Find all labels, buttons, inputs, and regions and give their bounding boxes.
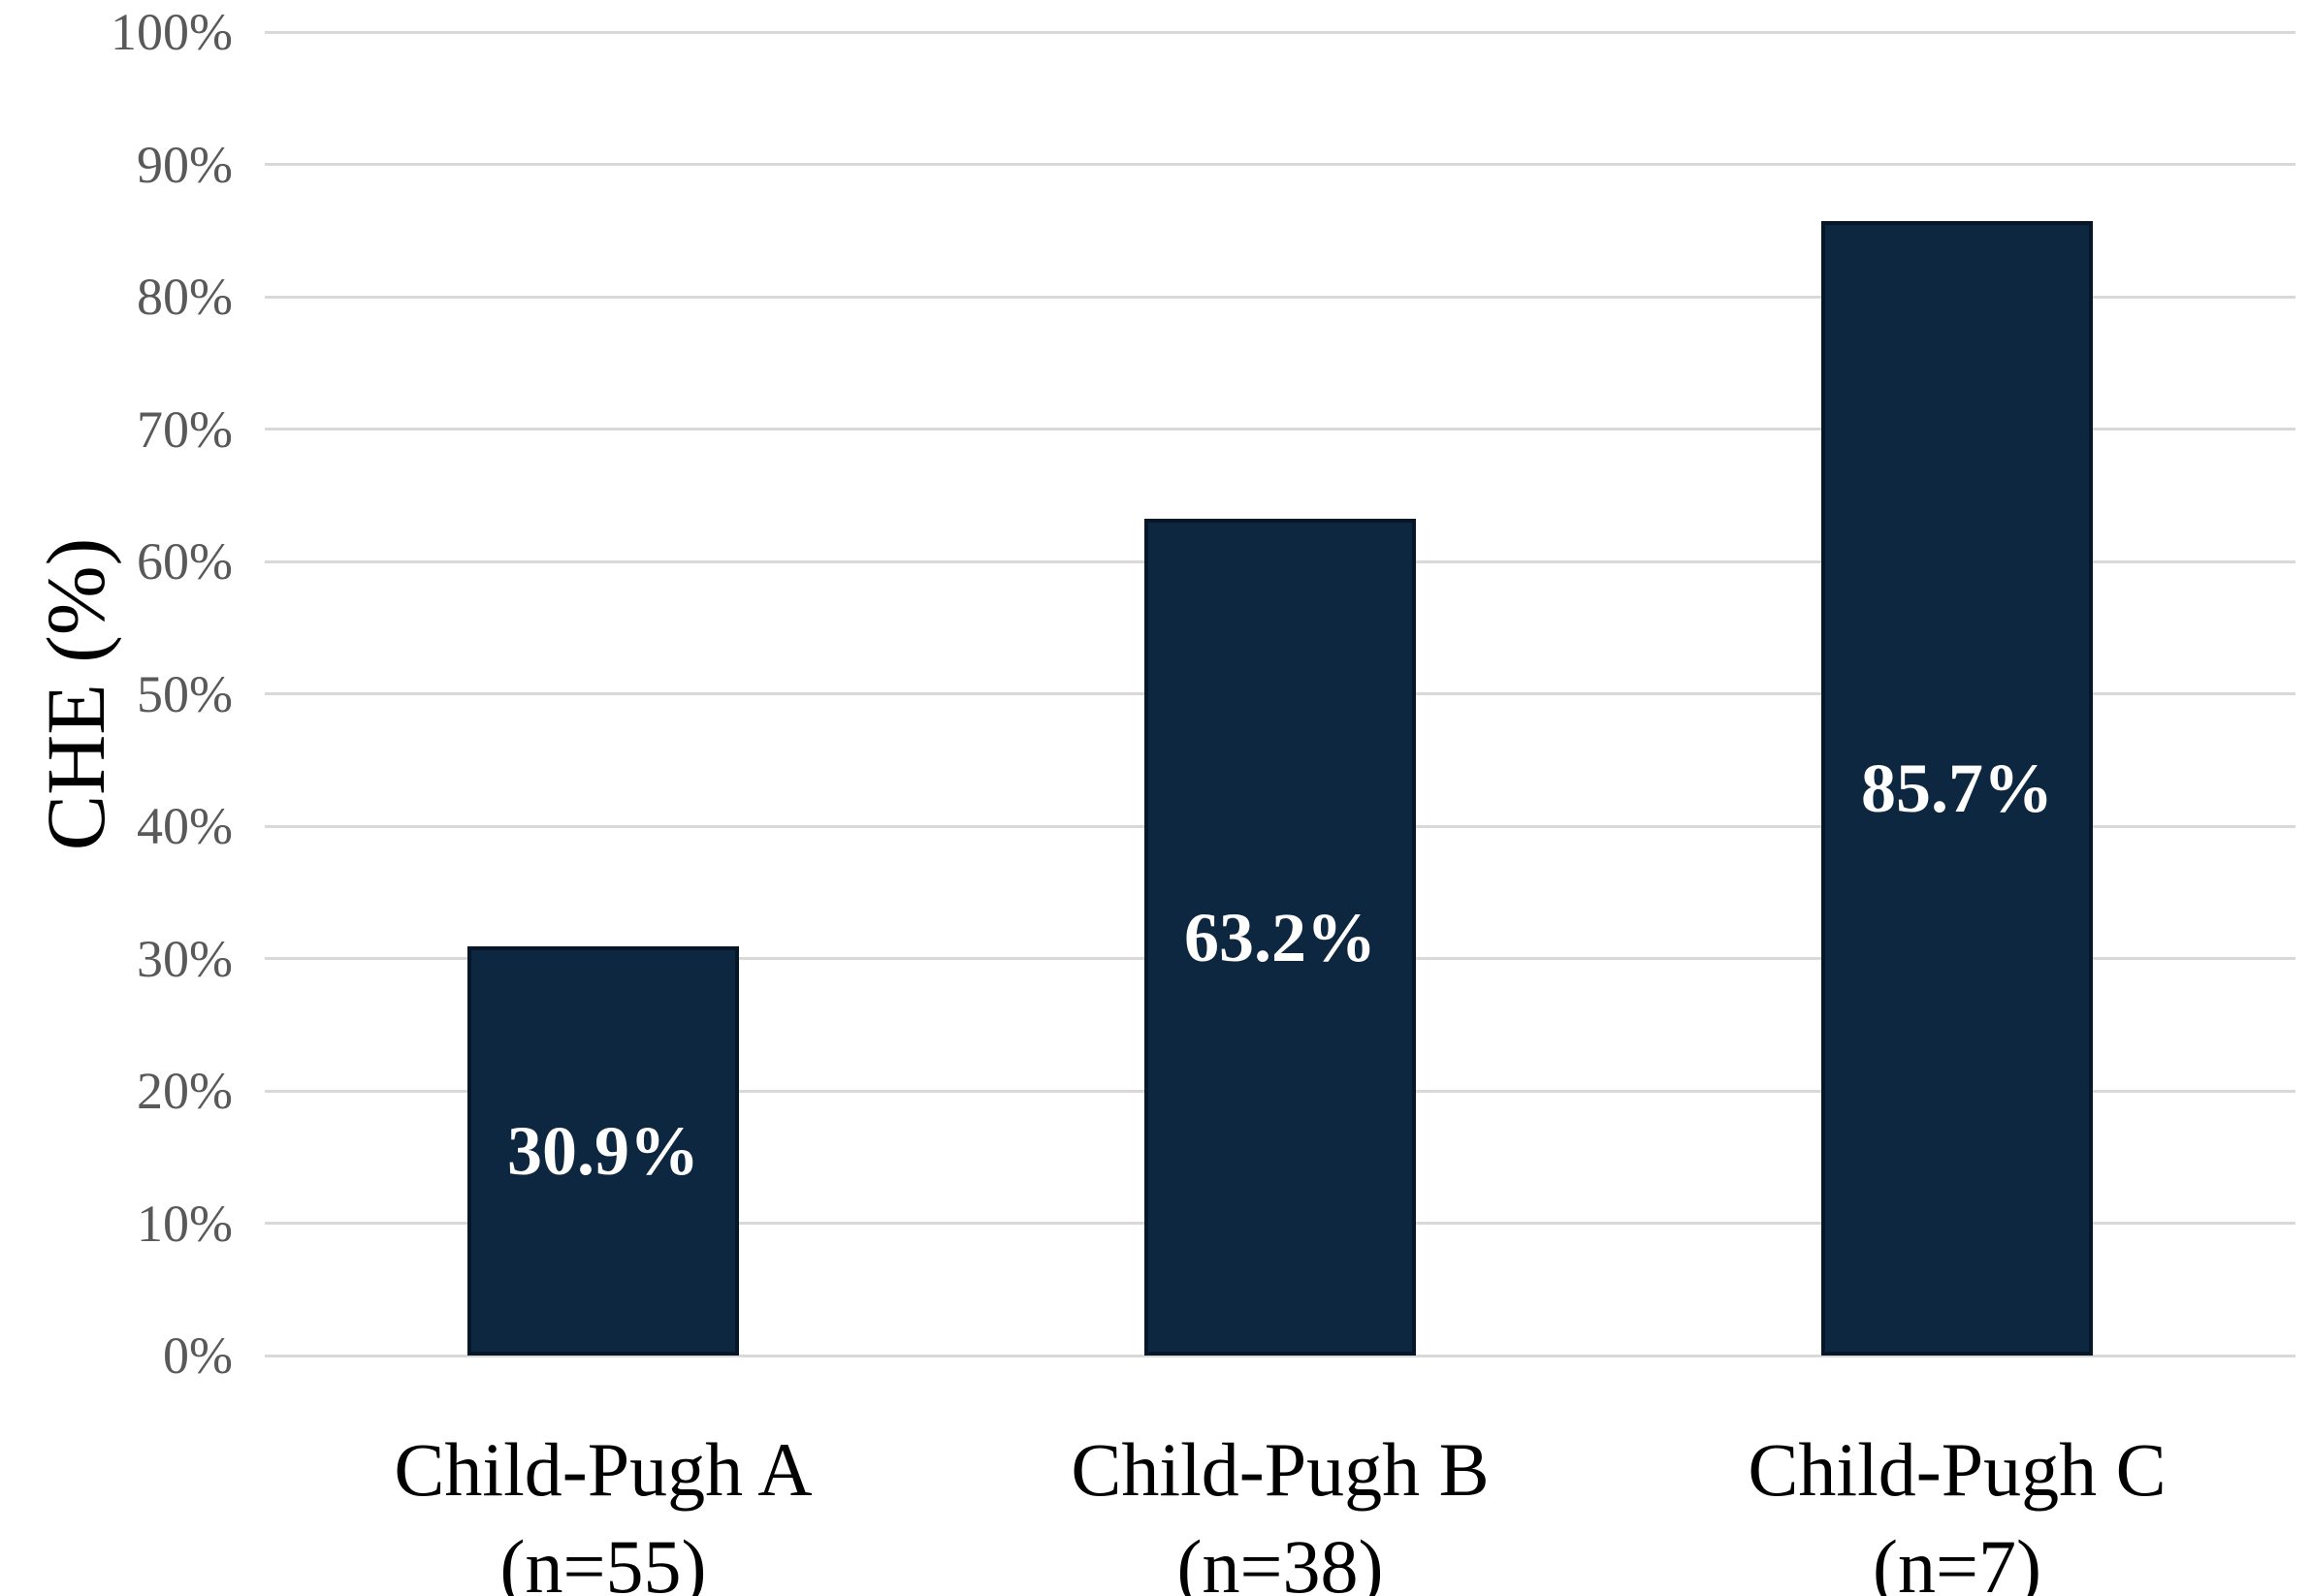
y-axis-title: CHE (%) — [29, 537, 122, 850]
category-label: Child-Pugh C (n=7) — [1748, 1421, 2166, 1596]
y-tick-label: 50% — [137, 664, 233, 723]
category-name: Child-Pugh C — [1748, 1427, 2167, 1512]
y-tick-label: 40% — [137, 797, 233, 855]
gridline — [265, 30, 2296, 34]
y-tick-label: 10% — [137, 1194, 233, 1253]
gridline — [265, 428, 2296, 431]
y-tick-label: 60% — [137, 532, 233, 591]
bar-value-label: 85.7% — [1861, 750, 2053, 828]
bar: 85.7% — [1821, 221, 2093, 1356]
category-sublabel: (n=7) — [1873, 1524, 2041, 1596]
category-label: Child-Pugh A (n=55) — [394, 1421, 812, 1596]
category-sublabel: (n=38) — [1176, 1524, 1384, 1596]
y-tick-label: 80% — [137, 268, 233, 326]
y-tick-label: 30% — [137, 929, 233, 988]
gridline — [265, 295, 2296, 299]
bar-value-label: 30.9% — [507, 1112, 699, 1191]
y-tick-label: 20% — [137, 1062, 233, 1120]
bar: 30.9% — [467, 946, 739, 1356]
bar-value-label: 63.2% — [1184, 898, 1376, 976]
gridline — [265, 1354, 2296, 1357]
category-label: Child-Pugh B (n=38) — [1071, 1421, 1489, 1596]
y-tick-label: 70% — [137, 399, 233, 459]
category-sublabel: (n=55) — [499, 1524, 707, 1596]
y-tick-label: 100% — [111, 3, 233, 61]
category-name: Child-Pugh B — [1071, 1427, 1490, 1512]
gridline — [265, 163, 2296, 166]
y-tick-label: 90% — [137, 135, 233, 194]
y-tick-label: 0% — [163, 1326, 233, 1385]
category-name: Child-Pugh A — [394, 1427, 813, 1512]
bar: 63.2% — [1144, 519, 1416, 1356]
